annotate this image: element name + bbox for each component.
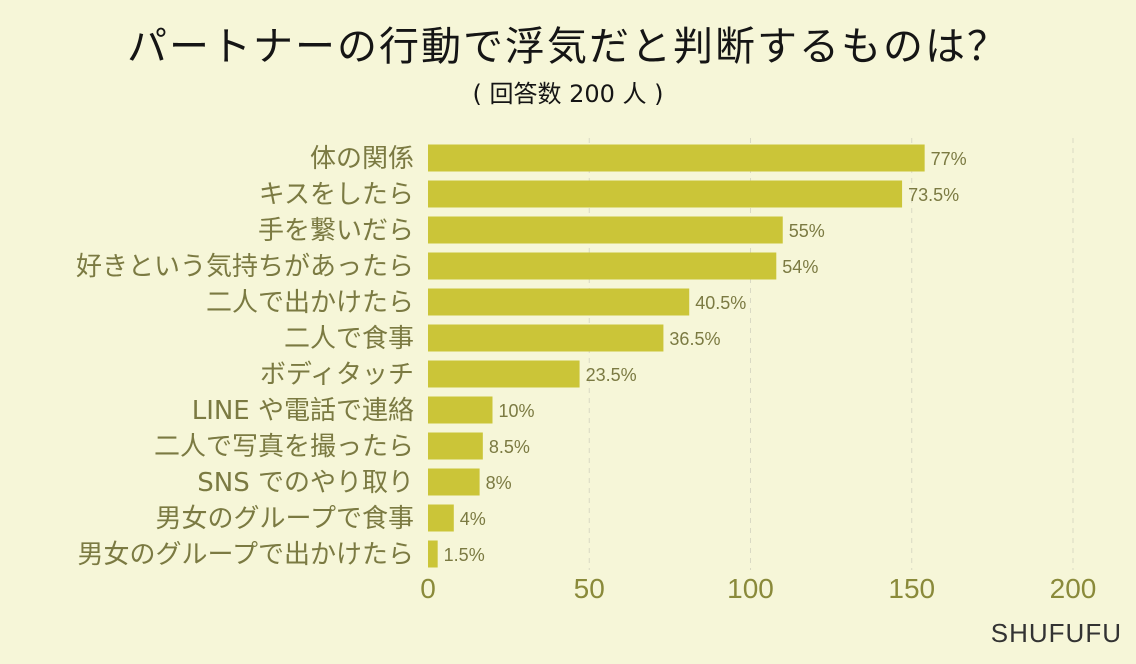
bar [428, 360, 580, 388]
category-label: キスをしたら [259, 180, 414, 210]
value-label: 55% [789, 221, 825, 241]
bar [428, 504, 454, 532]
bar [428, 468, 480, 496]
grid-lines [588, 138, 1074, 570]
value-label: 8% [486, 473, 512, 493]
value-label: 73.5% [908, 185, 959, 205]
category-label: 好きという気持ちがあったら [76, 252, 414, 282]
category-label: 手を繋いだら [258, 216, 414, 246]
bar [428, 324, 664, 352]
category-label: 二人で食事 [284, 324, 414, 354]
category-label: SNS でのやり取り [197, 468, 414, 498]
value-label: 23.5% [586, 365, 637, 385]
bar [428, 432, 483, 460]
bar [428, 252, 777, 280]
category-label: 男女のグループで出かけたら [78, 540, 414, 570]
category-label: LINE や電話で連絡 [192, 396, 414, 426]
value-label: 4% [460, 509, 486, 529]
value-label: 1.5% [444, 545, 485, 565]
chart-subtitle: ( 回答数 200 人 ) [472, 80, 664, 108]
category-label: 二人で出かけたら [206, 288, 414, 318]
x-tick-label: 0 [420, 573, 436, 604]
value-label: 8.5% [489, 437, 530, 457]
bar [428, 288, 690, 316]
bar [428, 396, 493, 424]
bar [428, 540, 438, 568]
x-tick-label: 200 [1050, 573, 1097, 604]
bars [428, 144, 925, 568]
category-label: 二人で写真を撮ったら [154, 432, 414, 462]
value-label: 10% [499, 401, 535, 421]
bar [428, 180, 903, 208]
x-tick-label: 100 [727, 573, 774, 604]
bar [428, 144, 925, 172]
brand-logo: SHUFUFU [990, 618, 1122, 648]
x-tick-label: 150 [888, 573, 935, 604]
chart-title: パートナーの行動で浮気だと判断するものは？ [127, 24, 1009, 70]
bar [428, 216, 783, 244]
x-axis-ticks: 0 50 100 150 200 [420, 573, 1096, 604]
value-label: 54% [782, 257, 818, 277]
value-label: 40.5% [695, 293, 746, 313]
x-tick-label: 50 [574, 573, 605, 604]
value-labels: 77% 73.5% 55% 54% 40.5% 36.5% 23.5% 10% 8.5% 8%4%… [444, 149, 967, 565]
category-label: 体の関係 [310, 144, 414, 174]
category-label: ボディタッチ [260, 360, 414, 390]
category-label: 男女のグループで食事 [156, 504, 414, 534]
category-labels: 体の関係キスをしたら手を繋いだら好きという気持ちがあったら二人で出かけたら二人で… [76, 144, 414, 570]
value-label: 77% [931, 149, 967, 169]
value-label: 36.5% [669, 329, 720, 349]
